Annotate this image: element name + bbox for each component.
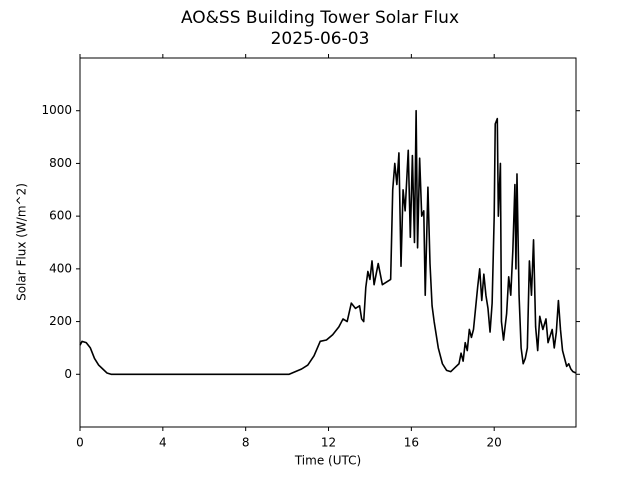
y-tick-label: 400 [49,261,72,275]
x-tick-label: 12 [321,436,336,450]
y-tick-label: 200 [49,314,72,328]
y-axis-label: Solar Flux (W/m^2) [15,183,29,301]
y-tick-label: 800 [49,156,72,170]
x-tick-label: 20 [487,436,502,450]
y-tick-label: 0 [64,367,72,381]
x-tick-label: 8 [242,436,250,450]
y-tick-label: 600 [49,209,72,223]
data-line [79,109,577,376]
chart-title: AO&SS Building Tower Solar Flux [181,8,459,28]
x-axis-label: Time (UTC) [294,454,361,468]
x-tick-label: 16 [404,436,419,450]
y-tick-label: 1000 [41,103,72,117]
plot-frame [79,57,577,428]
x-tick-label: 4 [159,436,167,450]
x-tick-label: 0 [76,436,84,450]
chart-subtitle: 2025-06-03 [271,29,370,49]
